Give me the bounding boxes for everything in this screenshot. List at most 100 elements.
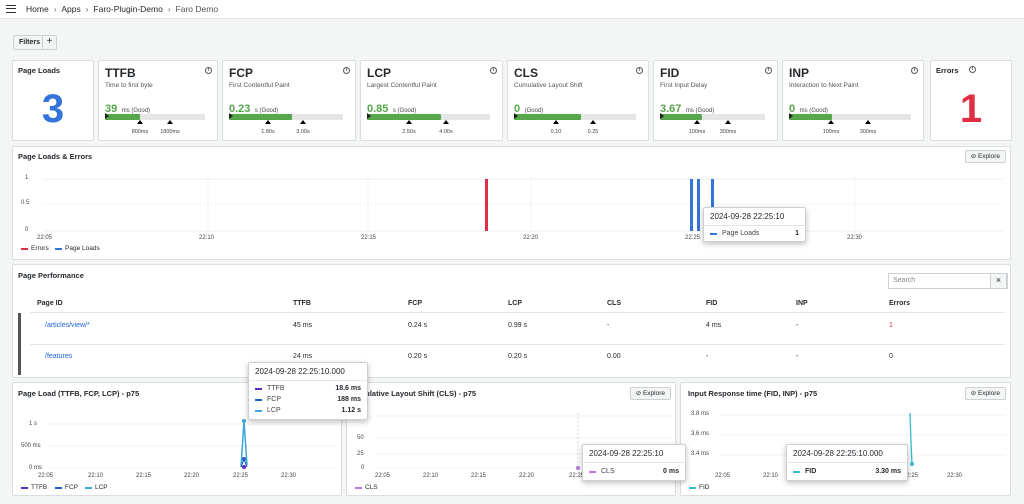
column-header-lcp[interactable]: LCP: [508, 300, 522, 307]
page-load-bar[interactable]: [697, 179, 700, 231]
info-icon[interactable]: i: [969, 66, 976, 73]
info-icon[interactable]: i: [911, 67, 918, 74]
search-input[interactable]: Search: [888, 273, 1008, 289]
chevron-right-icon: ›: [85, 4, 89, 14]
table-cell: 24 ms: [293, 353, 313, 360]
explore-label: Explore: [977, 390, 1000, 397]
explore-button[interactable]: ⊘ Explore: [964, 150, 1006, 163]
page-loads-errors-panel: Page Loads & Errors ⊘ Explore 1 0.5 0 22…: [12, 146, 1011, 260]
chevron-right-icon: ›: [167, 4, 171, 14]
legend-item-fid[interactable]: FID: [689, 484, 709, 491]
vital-threshold-marker: [828, 120, 834, 124]
column-header-inp[interactable]: INP: [796, 300, 808, 307]
info-icon[interactable]: i: [765, 67, 772, 74]
explore-button[interactable]: ⊘ Explore: [629, 387, 671, 400]
page-load-bar[interactable]: [690, 179, 693, 231]
vital-panel-inp: INP Interaction to Next Paint i 0 ms (Good)…: [782, 60, 924, 141]
error-bar[interactable]: [485, 179, 488, 231]
legend-label: LCP: [95, 484, 108, 491]
table-cell: 0: [889, 353, 893, 360]
vital-bar-fill: [229, 114, 292, 120]
input-response-panel: Input Response time (FID, INP) - p75 ⊘ E…: [680, 382, 1011, 496]
legend-item-fcp[interactable]: FCP: [55, 484, 78, 491]
legend-item-page-loads[interactable]: Page Loads: [55, 245, 100, 252]
table-cell: -: [796, 322, 799, 329]
vital-panel-ttfb: TTFB Time to first byte i 39 ms (Good) 800ms…: [98, 60, 218, 141]
vital-unit: ms (Good): [685, 108, 715, 114]
menu-icon[interactable]: [6, 5, 16, 13]
lcp-point[interactable]: [242, 419, 246, 423]
tooltip-value: 188 ms: [337, 396, 361, 403]
page-performance-title: Page Performance: [18, 271, 84, 280]
tooltip-value: 3.30 ms: [875, 468, 901, 475]
legend-swatch: [689, 486, 696, 489]
info-icon[interactable]: i: [490, 67, 497, 74]
legend-item-lcp[interactable]: LCP: [85, 484, 108, 491]
vital-description: Interaction to Next Paint: [789, 82, 859, 89]
x-tick: 22:25: [233, 473, 249, 479]
explore-button[interactable]: ⊘ Explore: [964, 387, 1006, 400]
x-tick: 22:10: [423, 473, 439, 479]
vital-unit: (Good): [524, 108, 544, 114]
column-header-errors[interactable]: Errors: [889, 300, 911, 307]
legend-item-cls[interactable]: CLS: [355, 484, 378, 491]
column-header-page-id[interactable]: Page ID: [37, 300, 63, 307]
info-icon[interactable]: i: [343, 67, 350, 74]
vital-name: FCP: [229, 66, 253, 80]
y-tick: 0 ms: [29, 465, 43, 471]
legend-swatch: [55, 247, 62, 250]
vital-marker: [514, 113, 518, 119]
info-icon[interactable]: i: [636, 67, 643, 74]
breadcrumb-apps[interactable]: Apps: [61, 4, 81, 14]
ttfb-point[interactable]: [242, 465, 246, 469]
legend-item-errors[interactable]: Errors: [21, 245, 49, 252]
page-loads-errors-title: Page Loads & Errors: [18, 152, 93, 161]
vital-description: Largest Contentful Paint: [367, 82, 437, 89]
tooltip-value: 1: [795, 230, 799, 237]
vital-threshold-marker: [553, 120, 559, 124]
table-cell: 4 ms: [706, 322, 722, 329]
clear-search-button[interactable]: ×: [990, 273, 1007, 289]
fcp-point[interactable]: [242, 457, 246, 461]
table-cell: 45 ms: [293, 322, 313, 329]
vital-name: FID: [660, 66, 680, 80]
vital-bar-fill: [514, 114, 581, 120]
column-header-fcp[interactable]: FCP: [408, 300, 422, 307]
legend-item-ttfb[interactable]: TTFB: [21, 484, 47, 491]
vital-bar: [105, 113, 205, 124]
page-id-link[interactable]: /articles/view/*: [45, 322, 90, 329]
tooltip-label: TTFB: [267, 385, 285, 392]
vital-tick: 4.00s: [439, 129, 453, 135]
vital-bar-fill: [789, 114, 832, 120]
vital-panel-lcp: LCP Largest Contentful Paint i 0.85 s (Good…: [360, 60, 503, 141]
cls-tooltip: 2024-09-28 22:25:10 CLS 0 ms: [582, 444, 686, 481]
breadcrumb-home[interactable]: Home: [26, 4, 49, 14]
x-tick: 22:15: [136, 473, 152, 479]
vital-tick: 100ms: [822, 129, 840, 135]
table-cell: -: [607, 322, 610, 329]
row-divider: [30, 312, 1005, 313]
x-tick: 22:05: [375, 473, 391, 479]
page-load-bar[interactable]: [711, 179, 714, 231]
fid-series: [909, 412, 913, 465]
cls-point[interactable]: [576, 466, 580, 470]
y-tick: 0: [361, 465, 365, 471]
page-id-link[interactable]: /features: [45, 353, 73, 360]
vital-marker: [229, 113, 233, 119]
column-header-ttfb[interactable]: TTFB: [293, 300, 311, 307]
vital-value: 3.67: [660, 103, 682, 115]
legend-swatch: [55, 486, 62, 489]
breadcrumb-plugin[interactable]: Faro-Plugin-Demo: [93, 4, 163, 14]
x-tick: 22:20: [184, 473, 200, 479]
y-tick: 25: [357, 451, 364, 457]
column-header-cls[interactable]: CLS: [607, 300, 621, 307]
row-highlight: [18, 313, 21, 375]
errors-value: 1: [959, 87, 983, 131]
column-header-fid[interactable]: FID: [706, 300, 718, 307]
errors-panel: Errors i 1: [930, 60, 1012, 141]
fid-point[interactable]: [910, 462, 914, 466]
vital-marker: [367, 113, 371, 119]
info-icon[interactable]: i: [205, 67, 212, 74]
add-filter-button[interactable]: +: [42, 35, 57, 50]
legend-label: FCP: [65, 484, 78, 491]
